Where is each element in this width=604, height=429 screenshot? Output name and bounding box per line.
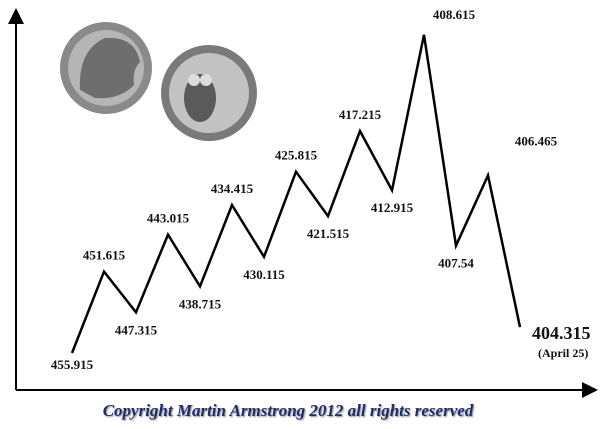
point-label: 407.54 — [438, 256, 474, 271]
copyright: Copyright Martin Armstrong 2012 all righ… — [103, 401, 474, 420]
point-label: 443.015 — [147, 211, 190, 226]
coin-head — [60, 22, 152, 114]
coin-owl — [161, 45, 257, 141]
point-label: 421.515 — [307, 226, 350, 241]
point-label: 406.465 — [515, 133, 558, 148]
point-label: 430.115 — [243, 267, 285, 282]
point-label: 451.615 — [83, 248, 126, 263]
point-label: 417.215 — [339, 107, 382, 122]
point-label: 434.415 — [211, 181, 254, 196]
point-label: 455.915 — [51, 357, 94, 372]
point-label: 447.315 — [115, 322, 158, 337]
chart: Copyright Martin Armstrong 2012 all righ… — [0, 0, 604, 429]
point-label: 412.915 — [371, 200, 414, 215]
point-label: 438.715 — [179, 296, 222, 311]
point-label: 425.815 — [275, 148, 318, 163]
annotation: (April 25) — [538, 346, 588, 360]
point-label: 408.615 — [433, 7, 476, 22]
point-label: 404.315 — [532, 323, 591, 343]
